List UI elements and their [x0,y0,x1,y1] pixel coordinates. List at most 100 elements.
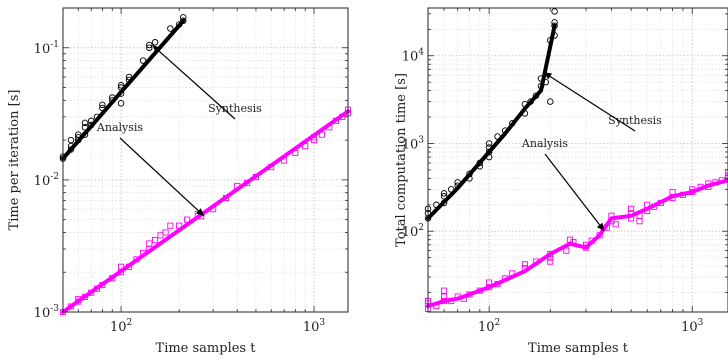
right-analysis-point [521,261,528,268]
left-analysis-point [176,222,183,229]
right-analysis-point [433,303,440,310]
left-synthesis-point [87,121,95,129]
right-axes-box [427,7,728,313]
left-annotation-arrow-line [119,137,199,212]
right-analysis-point [494,280,501,288]
left-analysis-point [88,289,95,296]
left-analysis-point [184,216,191,223]
left-analysis-point [339,113,346,120]
right-synthesis-annotation-label: Synthesis [608,114,662,127]
right-analysis-point [603,224,610,231]
left-synthesis-point [67,136,75,144]
right-synthesis-point [551,22,558,29]
left-synthesis-point [125,76,133,84]
left-synthesis-point [109,94,116,101]
right-synthesis-point [509,120,516,127]
left-analysis-point [318,131,326,138]
left-x-axis-label: Time samples t [156,341,257,356]
left-analysis-point [332,117,340,124]
right-analysis-point [651,203,658,210]
left-chart-panel: 102 103 10-3 10-2 10-1 Time samples t Time per… [7,7,352,356]
right-x-tick-label: 102 [478,318,500,335]
right-analysis-trend-line [426,178,728,309]
right-analysis-point [502,275,509,282]
left-analysis-trend-line [61,109,350,314]
right-analysis-point [448,297,455,305]
left-synthesis-point [99,101,106,109]
right-analysis-point [476,287,483,294]
left-analysis-annotation: Analysis [96,121,205,217]
right-analysis-point [657,199,664,206]
left-analysis-point [302,143,309,150]
right-synthesis-series [424,8,558,222]
right-synthesis-point [440,193,448,200]
left-analysis-point [268,164,275,171]
right-analysis-point [718,177,725,184]
right-x-axis-label: Time samples t [528,341,629,356]
right-synthesis-point [454,182,461,189]
left-analysis-point [292,149,299,156]
left-analysis-point [133,256,140,263]
right-synthesis-point [466,175,473,182]
right-analysis-point [628,205,635,212]
right-synthesis-point [440,190,448,197]
left-analysis-series [59,106,352,316]
right-synthesis-point [547,98,554,105]
right-synthesis-point [476,163,484,170]
right-synthesis-point [485,140,493,147]
left-synthesis-point [109,97,116,104]
right-analysis-point [570,239,577,246]
right-synthesis-point [532,92,540,99]
left-synthesis-point [75,134,82,141]
right-x-tick-label: 103 [681,318,704,335]
left-synthesis-point [117,100,125,107]
left-synthesis-point [75,131,82,138]
right-analysis-point [547,258,554,265]
right-analysis-point [588,237,595,244]
right-synthesis-point [476,159,484,167]
right-analysis-point [644,207,651,215]
left-synthesis-series [59,14,187,162]
right-plot-area [428,8,728,312]
right-analysis-point [441,287,448,294]
left-synthesis-point [146,44,153,52]
left-analysis-point [252,174,259,181]
left-synthesis-point [87,117,95,125]
left-analysis-point [75,296,82,303]
right-analysis-point [441,297,448,305]
left-synthesis-point [99,104,106,112]
left-analysis-point [152,237,159,244]
left-analysis-point [234,182,241,189]
left-y-axis-label: Time per iteration [s] [7,90,22,231]
left-synthesis-point [117,82,125,89]
right-analysis-point [466,291,473,298]
left-analysis-point [167,222,174,229]
left-analysis-point [126,263,133,270]
left-analysis-point [326,124,333,131]
right-analysis-point [644,201,651,208]
right-synthesis-point [485,144,493,151]
left-analysis-point [109,275,116,282]
left-analysis-point [310,134,318,141]
right-analysis-point [724,172,728,179]
right-analysis-point [460,295,467,302]
right-synthesis-point [551,8,558,15]
left-synthesis-point [151,39,159,46]
left-synthesis-point [125,73,133,81]
left-analysis-annotation-label: Analysis [96,121,143,134]
left-synthesis-point [117,84,125,91]
right-analysis-annotation-label: Analysis [521,137,568,150]
right-synthesis-point [551,19,558,26]
right-analysis-point [521,265,528,272]
right-analysis-point [486,279,493,286]
right-annotation-arrow-line [544,153,601,226]
right-analysis-point [532,258,539,265]
right-annotation-arrow-line [549,75,636,132]
right-synthesis-point [521,100,529,108]
left-axes-box [62,7,349,313]
left-analysis-point [223,194,230,201]
right-analysis-point [705,183,712,190]
left-plot-area [63,8,348,312]
left-annotation-arrow-head [196,208,205,217]
